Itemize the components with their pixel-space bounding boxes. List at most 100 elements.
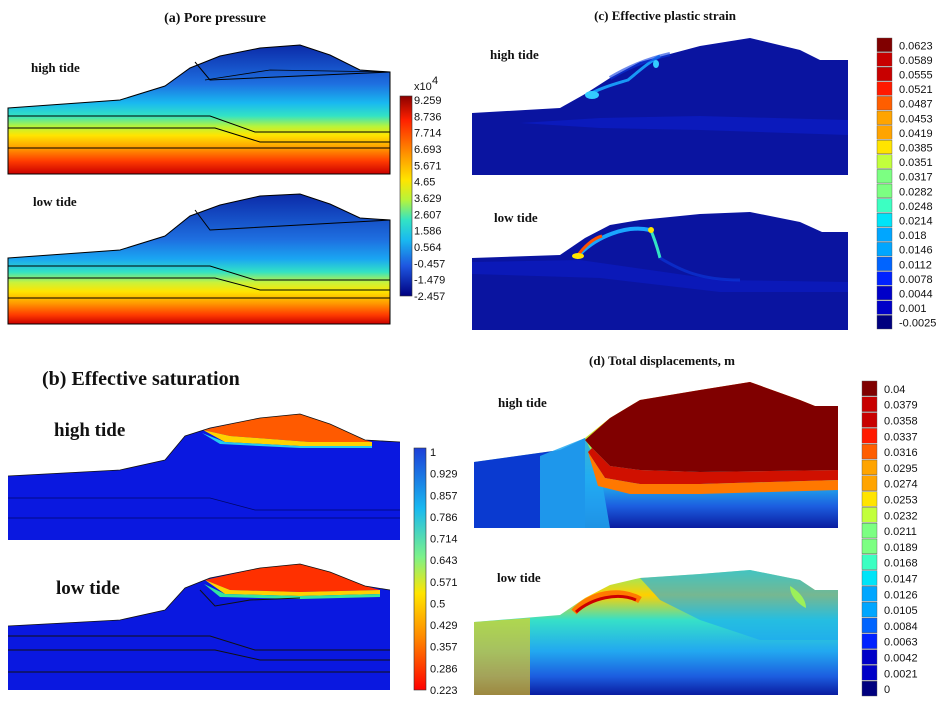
- panel-d-legend-tick: 0.0042: [884, 653, 918, 665]
- panel-c-legend-swatch: [876, 81, 893, 96]
- panel-a-legend-tick: -2.457: [414, 291, 445, 303]
- panel-c-legend-swatch: [876, 139, 893, 154]
- panel-b-legend-tick: 0.429: [430, 620, 458, 632]
- panel-c-legend-tick: 0.0487: [899, 99, 933, 111]
- panel-b-legend-tick: 0.357: [430, 642, 458, 654]
- panel-d-legend-swatch: [861, 538, 878, 555]
- panel-d-legend-tick: 0.0232: [884, 510, 918, 522]
- panel-b-legend-tick: 0.786: [430, 512, 458, 524]
- panel-a-low-tide-model: [7, 193, 391, 325]
- panel-a-legend-tick: 7.714: [414, 128, 442, 140]
- panel-c-low-tide-model: [472, 212, 848, 330]
- panel-b-legend-tick: 0.857: [430, 490, 458, 502]
- panel-d-legend-tick: 0.0316: [884, 447, 918, 459]
- panel-d-legend-tick: 0.0253: [884, 495, 918, 507]
- panel-d-legend-swatch: [861, 523, 878, 539]
- panel-c: (c) Effective plastic strain high tide l…: [472, 8, 936, 330]
- panel-c-legend-swatch: [876, 286, 893, 301]
- panel-d-legend-swatch: [861, 602, 878, 618]
- panel-d-legend-swatch: [861, 428, 878, 444]
- panel-c-legend-swatch: [876, 66, 893, 81]
- panel-d-legend-tick: 0.0274: [884, 479, 918, 491]
- panel-a-legend-tick: 1.586: [414, 226, 442, 238]
- panel-c-legend-tick: 0.0351: [899, 157, 933, 169]
- panel-a-scale-power: 4: [432, 75, 438, 87]
- panel-d-high-tide-label: high tide: [498, 395, 547, 410]
- panel-c-legend-tick: 0.0623: [899, 40, 933, 52]
- panel-c-title: (c) Effective plastic strain: [594, 8, 737, 23]
- panel-d-legend-swatch: [861, 444, 878, 460]
- panel-c-legend-swatch: [876, 212, 893, 227]
- panel-a-legend-tick: 8.736: [414, 111, 442, 123]
- panel-c-legend-tick: 0.0112: [899, 259, 932, 271]
- panel-d-legend-swatch: [861, 665, 878, 681]
- panel-d-legend-tick: 0.04: [884, 384, 905, 396]
- panel-c-legend-tick: 0.0214: [899, 216, 933, 228]
- panel-c-legend-swatch: [876, 242, 893, 257]
- panel-b-colorbar: 1 0.929 0.857 0.786 0.714 0.643 0.571 0.5 0.429 0…: [413, 447, 458, 697]
- panel-c-legend-swatch: [876, 183, 893, 198]
- panel-b-legend-tick: 0.571: [430, 577, 458, 589]
- panel-d-legend-tick: 0.0337: [884, 431, 918, 443]
- panel-c-legend-tick: 0.0385: [899, 143, 933, 155]
- panel-d-high-tide-model: [474, 382, 838, 528]
- panel-d-low-tide-model: [474, 570, 838, 695]
- panel-b-legend-tick: 0.286: [430, 663, 458, 675]
- panel-c-legend-tick: -0.0025: [899, 318, 936, 330]
- panel-a-high-tide-model: [7, 44, 391, 175]
- panel-a-legend-tick: 6.693: [414, 144, 442, 156]
- panel-d-legend-swatch: [861, 412, 878, 428]
- panel-d: (d) Total displacements, m high tide low…: [474, 353, 918, 697]
- panel-c-legend-tick: 0.0555: [899, 70, 933, 82]
- panel-d-legend-swatch: [861, 586, 878, 602]
- panel-d-title: (d) Total displacements, m: [589, 353, 735, 368]
- panel-a-colorbar: x10 4 9.259 8.736 7.714 6.693 5.671 4.65 3.629…: [399, 75, 445, 303]
- panel-d-legend-tick: 0.0379: [884, 400, 918, 412]
- panel-c-colorbar: 0.0623 0.0589 0.0555 0.0521 0.0487 0.0453 0.04…: [876, 37, 936, 330]
- panel-a-legend-tick: 4.65: [414, 177, 435, 189]
- panel-d-legend-tick: 0.0168: [884, 558, 918, 570]
- panel-a-legend-tick: -1.479: [414, 275, 445, 287]
- panel-a: (a) Pore pressure high tide low tide x10…: [7, 11, 445, 325]
- panel-b-legend-tick: 0.223: [430, 685, 458, 697]
- panel-b-legend-tick: 0.714: [430, 534, 458, 546]
- panel-d-colorbar: 0.04 0.0379 0.0358 0.0337 0.0316 0.0295 0.0274…: [861, 380, 918, 697]
- panel-a-legend-tick: 2.607: [414, 209, 442, 221]
- panel-c-legend-swatch: [876, 96, 893, 111]
- panel-d-legend-tick: 0.0021: [884, 668, 918, 680]
- panel-c-legend-swatch: [876, 52, 893, 67]
- panel-c-low-tide-label: low tide: [494, 210, 538, 225]
- panel-c-legend-tick: 0.0419: [899, 128, 933, 140]
- panel-d-legend-swatch: [861, 380, 878, 397]
- panel-c-legend-tick: 0.0589: [899, 55, 933, 67]
- panel-c-high-tide-model: [472, 38, 848, 175]
- panel-c-legend-swatch: [876, 256, 893, 271]
- panel-b-legend-tick: 0.5: [430, 598, 445, 610]
- panel-c-legend-tick: 0.0044: [899, 289, 933, 301]
- panel-b-low-tide-model: [7, 563, 391, 690]
- panel-a-legend-tick: 9.259: [414, 95, 442, 107]
- panel-a-high-tide-label: high tide: [31, 60, 80, 75]
- panel-d-legend-tick: 0.0147: [884, 574, 918, 586]
- panel-c-legend-tick: 0.0453: [899, 113, 933, 125]
- panel-b-title: (b) Effective saturation: [42, 368, 240, 390]
- panel-c-legend-tick: 0.0521: [899, 84, 933, 96]
- panel-a-legend-tick: 5.671: [414, 160, 442, 172]
- panel-d-legend-tick: 0.0211: [884, 526, 917, 538]
- panel-b-low-tide-label: low tide: [56, 578, 120, 599]
- panel-c-legend-swatch: [876, 198, 893, 213]
- panel-c-legend-swatch: [876, 154, 893, 169]
- panel-d-legend-swatch: [861, 491, 878, 507]
- panel-d-low-tide-label: low tide: [497, 570, 541, 585]
- panel-a-scale-exponent: x10: [414, 81, 432, 93]
- panel-a-legend-tick: -0.457: [414, 258, 445, 270]
- panel-c-legend-swatch: [876, 227, 893, 242]
- panel-b-legend-tick: 0.929: [430, 469, 458, 481]
- panel-c-legend-tick: 0.0282: [899, 186, 933, 198]
- panel-c-legend-tick: 0.0078: [899, 274, 933, 286]
- panel-b-legend-tick: 0.643: [430, 555, 458, 567]
- panel-c-legend-swatch: [876, 110, 893, 125]
- panel-c-legend-swatch: [876, 37, 893, 52]
- panel-d-legend-swatch: [861, 617, 878, 634]
